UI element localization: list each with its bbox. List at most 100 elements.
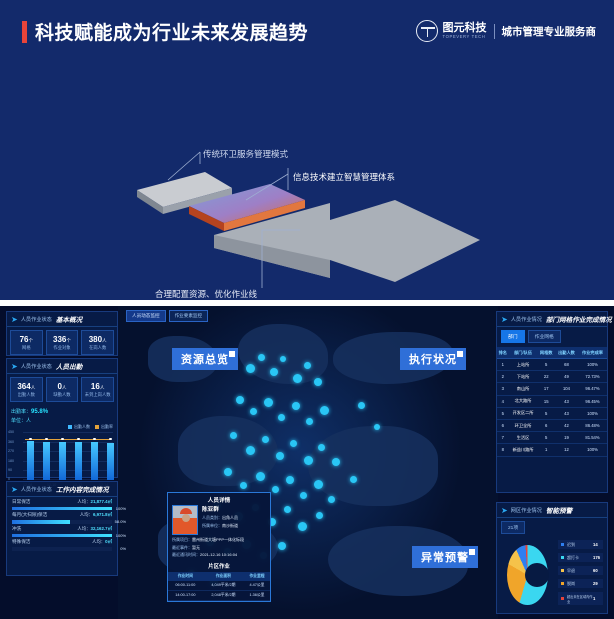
rank-tabs[interactable]: 部门 作业网格: [497, 327, 607, 345]
y-tick: 0: [8, 477, 10, 481]
table-row[interactable]: 2 下站所 22 49 72.73%: [497, 370, 607, 384]
arrow-icon: ➤: [11, 361, 18, 371]
map-toolbar[interactable]: 人员动态监控 作业要素监控: [126, 310, 209, 322]
progress-track: 58.0%: [12, 519, 126, 524]
table-row[interactable]: 8 新益川路所 1 12 100%: [497, 443, 607, 457]
stat-card: 0人 缺勤人数: [45, 377, 79, 402]
panel-basic-sub: 人员作业状态: [20, 316, 52, 323]
chart-unit-label: 单位：人: [11, 418, 32, 424]
person-field: 所属项目：雷州街道大塘PPP一体化标段: [172, 537, 245, 542]
table-row[interactable]: 3 南山所 17 104 96.47%: [497, 382, 607, 396]
col-completion: 作业完成率: [578, 347, 607, 359]
table-row: 06:00-11:00 4,049平米/2期 4.47公里: [168, 580, 270, 591]
stat-label: 在岗人数: [89, 345, 107, 350]
panel-department-rank: ➤ 人员作业情况 部门网格作业完成情况 部门 作业网格 排名 部门/队伍 网格数…: [496, 311, 612, 493]
arrow-icon: ➤: [501, 314, 508, 324]
legend-item: 出勤率: [95, 424, 113, 430]
title-accent-bar: [22, 20, 27, 43]
brand-name-cn: 图元科技: [442, 21, 487, 34]
basic-stat-row: 76个 网格 336个 作业对象 380人 在岗人数: [7, 327, 117, 359]
label-benefits: 合理配置资源、优化作业线路、提高质量、降本增效、优化运营、………: [155, 289, 258, 299]
rank-table: 排名 部门/队伍 网格数 出勤人数 作业完成率 1 上站所 5 68 100% 2 下站所…: [497, 347, 607, 457]
tab-grid[interactable]: 作业网格: [527, 330, 561, 343]
arrow-diagram-svg: [137, 151, 480, 288]
col-work-distance: 作业里程: [243, 571, 270, 581]
table-row[interactable]: 5 开发区二所 5 43 100%: [497, 407, 607, 420]
person-name: 陈亚群: [202, 507, 219, 513]
progress-item: 冲洗 人均：32,162.7㎡ 100%: [7, 524, 126, 538]
y-tick: 90: [8, 468, 12, 473]
callout-abnormal-alert: 异常预警: [412, 546, 478, 568]
person-field: 最近通讯时间：2021-12-16 10:16:04: [172, 552, 238, 557]
brand-names: 图元科技 TOPEVERY TECH: [442, 21, 487, 40]
legend-item: 迟到 14: [558, 540, 603, 549]
stat-value: 0人: [57, 382, 67, 391]
progress-value: 人均：0㎡: [91, 539, 112, 545]
panel-attendance-title: 人员出勤: [55, 364, 83, 371]
col-grids: 网格数: [537, 347, 555, 359]
logo-icon: [415, 20, 438, 42]
table-row[interactable]: 4 北大路所 15 43 96.45%: [497, 395, 607, 408]
progress-label: 每月(大扫除)保洁: [12, 512, 48, 518]
person-info: 陈亚群 人员类别：出角人员 所属单位：南沙街道: [202, 505, 238, 535]
toolbar-tab-personnel[interactable]: 人员动态监控: [126, 310, 166, 322]
table-header-row: 作业时间 作业面积 作业里程: [168, 571, 270, 581]
brand-name-en: TOPEVERY TECH: [442, 34, 486, 40]
panel-work-title: 工作内容完成情况: [55, 487, 109, 494]
col-dept: 部门/队伍: [508, 347, 538, 359]
panel-alert-header: ➤ 网区作业情况 智能预警: [497, 503, 607, 518]
attendance-rate: 出勤率：95.8%: [11, 409, 49, 415]
toolbar-tab-elements[interactable]: 作业要素监控: [168, 310, 209, 322]
tab-alert-count[interactable]: 21项: [501, 521, 526, 534]
table-row[interactable]: 7 生活区 5 19 81.54%: [497, 431, 607, 445]
arrow-icon: ➤: [501, 505, 508, 515]
y-tick: 180: [8, 458, 14, 463]
slide-top: 科技赋能成为行业未来发展趋势 图元科技 TOPEVERY TECH 城市管理专业…: [0, 0, 614, 300]
avatar: [172, 505, 198, 535]
stat-card: 364人 出勤人数: [10, 377, 43, 402]
stat-card: 76个 网格: [10, 330, 43, 355]
panel-alert-sub: 网区作业情况: [510, 507, 542, 514]
callout-resource-overview: 资源总览: [172, 348, 238, 370]
panel-attendance: ➤ 人员作业状态 人员出勤 364人 出勤人数 0人 缺勤人数 16人 未到上岗…: [6, 358, 118, 487]
stat-label: 缺勤人数: [53, 392, 71, 397]
progress-item: 每月(大扫除)保洁 人均：6,971.8㎡ 58.0%: [7, 510, 126, 524]
legend-item: 超出未在区域内作业 1: [558, 592, 603, 605]
stat-card: 380人 在岗人数: [81, 330, 115, 355]
alert-tabs[interactable]: 21项: [497, 518, 607, 536]
table-row[interactable]: 6 环卫全所 6 42 86.48%: [497, 419, 607, 433]
progress-pct: 0%: [120, 546, 126, 552]
arrow-illustration: 传统环卫服务管理模式 信息技术建立智慧管理体系 合理配置资源、优化作业线路、提高…: [0, 60, 614, 300]
progress-pct: 58.0%: [114, 519, 126, 525]
brand-divider: [493, 23, 495, 39]
panel-alert-title: 智能预警: [545, 508, 573, 515]
progress-label: 冲洗: [12, 525, 22, 531]
progress-item: 特殊保洁 人均：0㎡ 0%: [7, 537, 126, 551]
table-row: 14:00-17:00 2,048平米/2期 1.36公里: [168, 590, 270, 601]
stat-card: 16人 未到上岗人数: [81, 377, 115, 402]
callout-execution-status: 执行状况: [400, 348, 466, 370]
panel-work-sub: 人员作业状态: [20, 486, 52, 493]
tab-department[interactable]: 部门: [501, 330, 525, 343]
panel-smart-alert: ➤ 网区作业情况 智能预警 21项 迟到 14 超打卡 176 早退 60 脱岗 29 …: [496, 502, 608, 614]
y-tick: 360: [8, 439, 14, 444]
progress-label: 日常保洁: [12, 499, 31, 504]
table-row[interactable]: 1 上站所 5 68 100%: [497, 358, 607, 372]
progress-label: 特殊保洁: [12, 539, 31, 545]
popup-section-title: 片区作业: [208, 563, 230, 570]
slide-title-text: 科技赋能成为行业未来发展趋势: [35, 23, 309, 44]
slide-header: 科技赋能成为行业未来发展趋势 图元科技 TOPEVERY TECH 城市管理专业…: [0, 10, 614, 44]
stat-label: 作业对象: [53, 345, 71, 350]
stat-value: 76个: [19, 335, 34, 344]
work-table: 作业时间 作业面积 作业里程 06:00-11:00 4,049平米/2期 4.47…: [168, 571, 270, 601]
chart-legend: 出勤人数 出勤率: [7, 424, 117, 430]
legend-item: 超打卡 176: [558, 553, 603, 562]
panel-rank-sub: 人员作业情况: [510, 316, 542, 323]
arrow-icon: ➤: [11, 484, 18, 494]
attendance-bar-chart: 450 360 270 180 90 0 12-08: [8, 430, 114, 487]
col-attendance: 出勤人数: [554, 347, 579, 359]
panel-work-header: ➤ 人员作业状态 工作内容完成情况: [7, 482, 117, 497]
panel-attendance-header: ➤ 人员作业状态 人员出勤: [7, 359, 117, 374]
alert-donut-chart: 迟到 14 超打卡 176 早退 60 脱岗 29 超出未在区域内作业 1: [497, 536, 607, 613]
